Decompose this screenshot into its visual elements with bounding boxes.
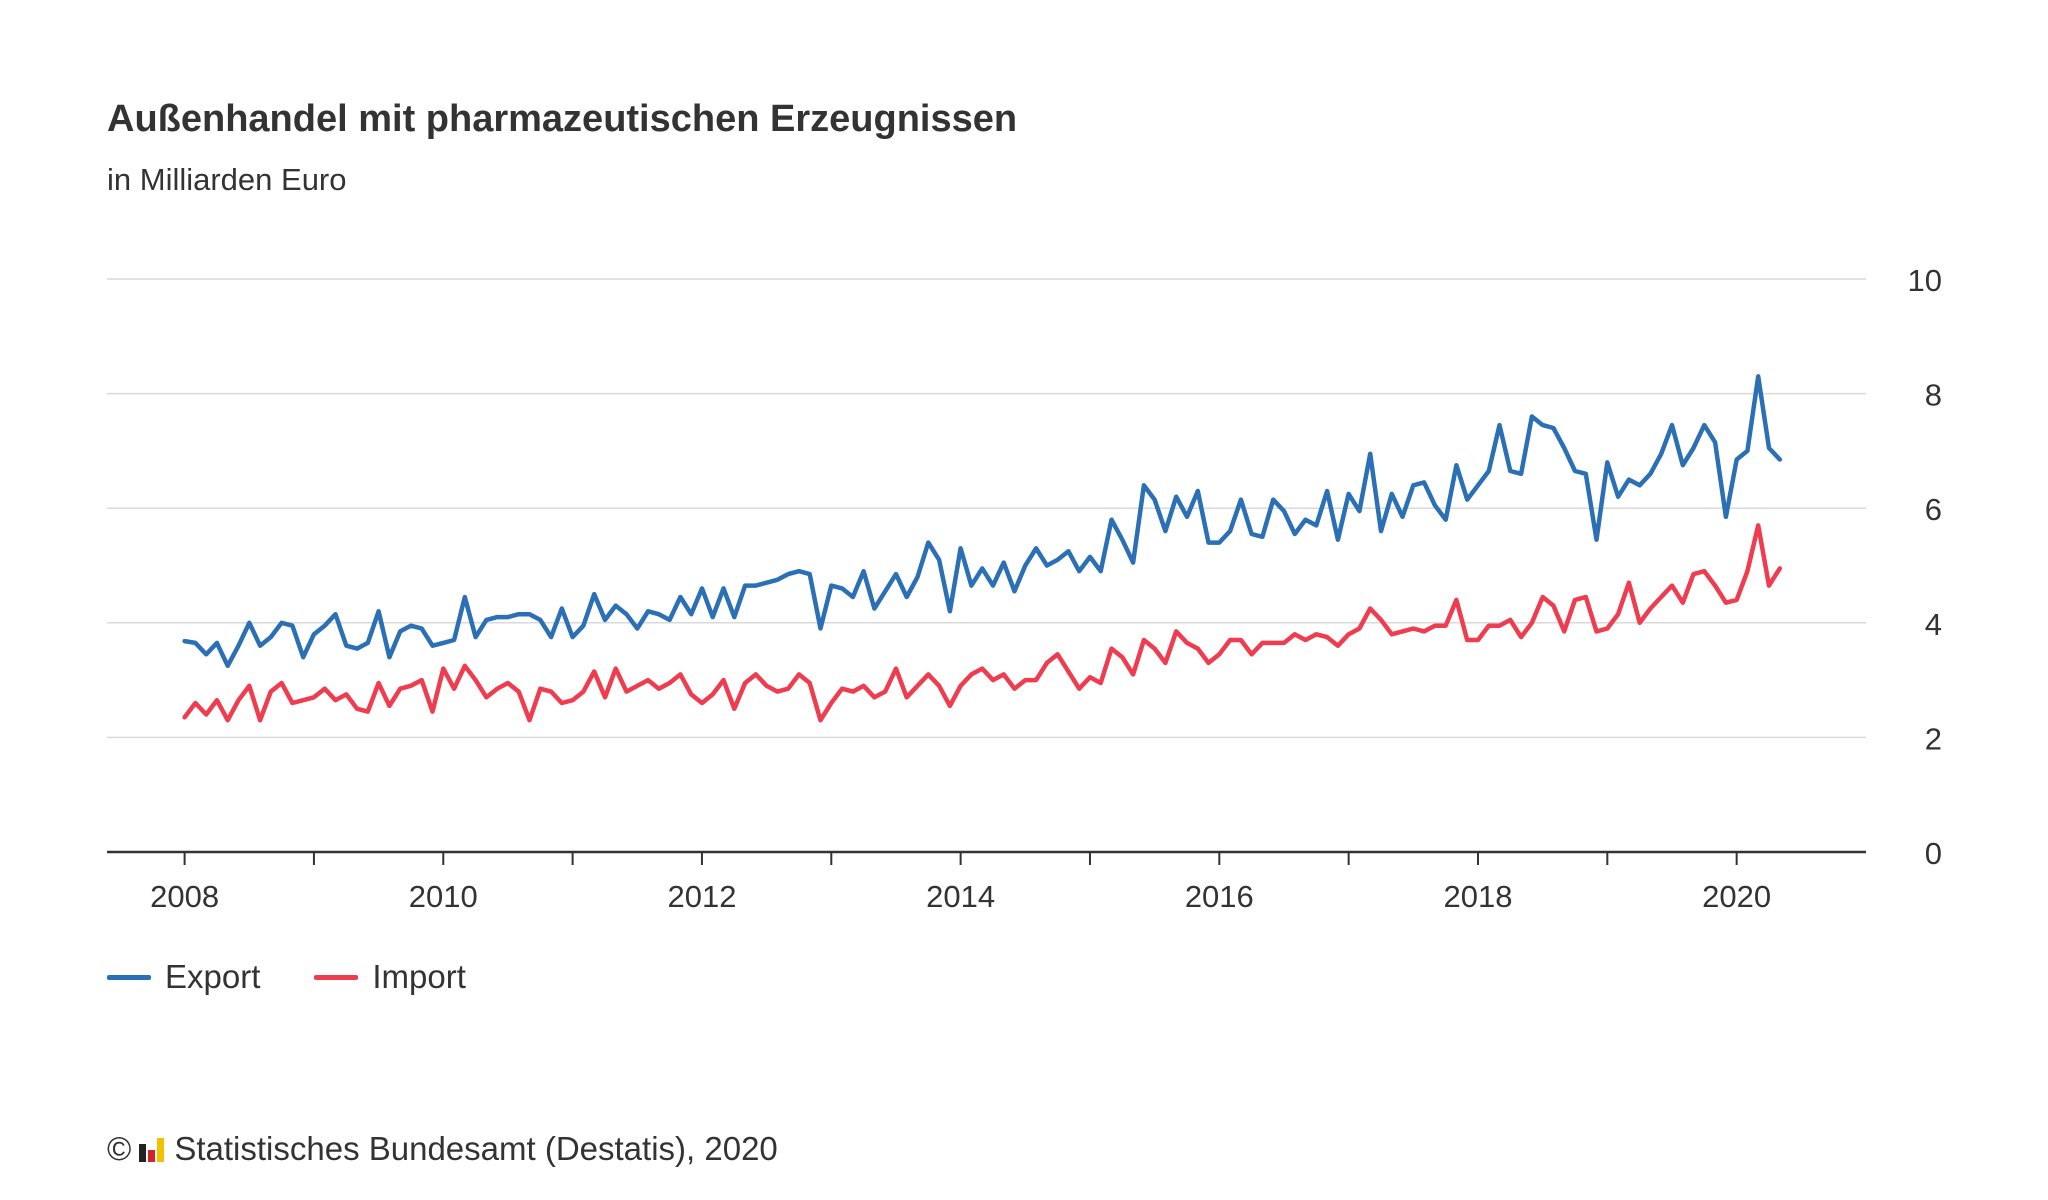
y-tick-label-10: 10 [1908,263,1942,298]
x-tick-label-2014: 2014 [926,879,995,914]
x-tick-label-2012: 2012 [667,879,736,914]
source-text: Statistisches Bundesamt (Destatis), 2020 [174,1130,778,1167]
x-tick-label-2016: 2016 [1185,879,1254,914]
legend: Export Import [107,958,520,996]
legend-label-import: Import [372,958,466,995]
series-line-import [182,523,1783,723]
y-tick-label-4: 4 [1925,607,1942,642]
x-axis [107,850,1866,865]
copyright-symbol: © [107,1130,132,1167]
series-line-export [182,374,1783,669]
y-tick-label-2: 2 [1925,721,1942,756]
x-tick-label-2018: 2018 [1444,879,1513,914]
legend-item-import: Import [314,958,466,996]
x-tick-label-2008: 2008 [150,879,219,914]
y-axis-labels: 0 2 4 6 8 10 [1908,263,1942,871]
y-tick-label-8: 8 [1925,378,1942,413]
destatis-logo-icon [139,1136,165,1162]
chart-title: Außenhandel mit pharmazeutischen Erzeugn… [107,98,1018,140]
gridlines [107,278,1866,739]
footer: © Statistisches Bundesamt (Destatis), 20… [107,1130,778,1168]
legend-item-export: Export [107,958,260,996]
chart-subtitle: in Milliarden Euro [107,162,347,197]
series-lines [182,374,1783,723]
legend-label-export: Export [165,958,261,995]
y-tick-label-0: 0 [1925,836,1942,871]
legend-swatch-export [107,974,151,980]
legend-swatch-import [314,974,359,980]
x-tick-label-2020: 2020 [1702,879,1771,914]
x-tick-label-2010: 2010 [409,879,478,914]
y-tick-label-6: 6 [1925,492,1942,527]
x-axis-labels: 2008 2010 2012 2014 2016 2018 2020 [150,879,1771,914]
